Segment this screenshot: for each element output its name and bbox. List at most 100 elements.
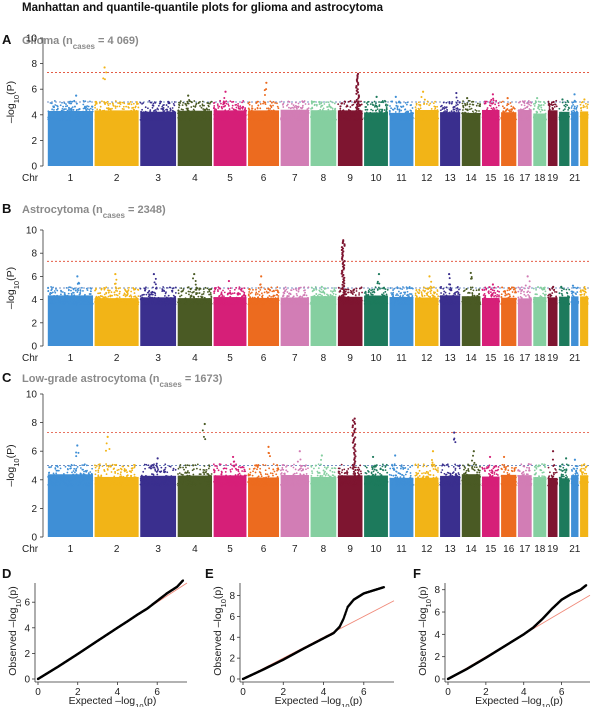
- snp-point: [170, 118, 172, 121]
- snp-point: [201, 100, 204, 103]
- snp-point: [586, 303, 589, 306]
- snp-point: [130, 103, 133, 106]
- manhattan-panel-A: A Glioma (ncases = 4 069)0246810–log10(P)…: [2, 32, 589, 184]
- snp-point: [315, 288, 318, 291]
- snp-point: [51, 474, 54, 477]
- snp-point: [94, 466, 97, 469]
- snp-point: [439, 286, 442, 289]
- snp-point: [415, 288, 418, 291]
- snp-point: [125, 112, 128, 114]
- snp-point: [56, 104, 58, 107]
- snp-point: [49, 297, 52, 299]
- snp-point: [373, 296, 376, 299]
- snp-point: [553, 119, 556, 121]
- snp-point: [164, 292, 167, 295]
- snp-point: [398, 100, 401, 103]
- snp-point: [141, 108, 143, 111]
- snp-point: [130, 290, 133, 293]
- snp-point: [421, 112, 424, 115]
- snp-point: [568, 115, 571, 118]
- snp-point: [456, 116, 459, 119]
- snp-point: [312, 116, 314, 119]
- snp-point: [539, 115, 542, 118]
- snp-point: [418, 103, 420, 106]
- snp-point: [495, 99, 498, 102]
- snp-point: [329, 100, 332, 103]
- snp-point: [523, 104, 526, 107]
- snp-point: [496, 295, 498, 298]
- snp-point: [356, 108, 359, 111]
- snp-point: [542, 292, 545, 295]
- snp-point: [184, 114, 186, 117]
- chromosome-20-band: [559, 111, 570, 166]
- snp-point: [567, 106, 570, 109]
- snp-point: [326, 106, 329, 108]
- snp-point: [118, 296, 121, 299]
- snp-point: [71, 302, 74, 304]
- snp-point: [253, 118, 255, 121]
- snp-point: [217, 113, 219, 116]
- snp-point: [430, 107, 433, 110]
- snp-point: [421, 300, 424, 303]
- snp-point: [437, 297, 439, 300]
- snp-point: [199, 301, 202, 304]
- snp-point: [164, 295, 166, 297]
- snp-point: [222, 300, 225, 303]
- snp-point: [422, 289, 425, 292]
- chromosome-label: 17: [519, 173, 531, 184]
- snp-point: [526, 102, 528, 105]
- snp-point: [243, 109, 246, 111]
- snp-point: [526, 105, 529, 108]
- snp-point: [230, 303, 232, 305]
- snp-point: [229, 100, 232, 103]
- snp-point: [238, 118, 241, 121]
- snp-point: [267, 288, 270, 291]
- snp-point: [420, 95, 423, 98]
- snp-point: [555, 300, 557, 303]
- snp-point: [272, 104, 274, 107]
- snp-point: [495, 301, 498, 304]
- snp-point: [177, 289, 180, 292]
- snp-point: [132, 119, 135, 121]
- snp-point: [517, 296, 520, 299]
- snp-point: [343, 300, 346, 303]
- snp-point: [332, 118, 335, 121]
- snp-point: [580, 115, 583, 118]
- snp-point: [102, 77, 105, 80]
- snp-point: [353, 288, 356, 291]
- snp-point: [274, 102, 277, 104]
- snp-point: [583, 294, 586, 296]
- snp-point: [297, 290, 300, 293]
- snp-point: [570, 107, 573, 109]
- snp-point: [483, 102, 486, 105]
- snp-point: [217, 290, 219, 293]
- panel-title: Astrocytoma (ncases = 2348): [22, 204, 166, 220]
- snp-point: [430, 303, 432, 306]
- snp-point: [132, 463, 135, 466]
- chromosome-label: 6: [261, 353, 267, 364]
- snp-point: [100, 288, 103, 291]
- snp-point: [82, 103, 85, 106]
- snp-point: [539, 110, 542, 113]
- snp-point: [47, 116, 50, 119]
- snp-point: [352, 303, 354, 305]
- snp-point: [72, 473, 75, 476]
- snp-point: [554, 103, 557, 106]
- y-tick-label: 4: [31, 475, 37, 486]
- snp-point: [194, 114, 197, 117]
- snp-point: [401, 295, 404, 298]
- snp-point: [474, 109, 477, 111]
- peak-point: [298, 286, 301, 290]
- snp-point: [163, 104, 165, 106]
- snp-point: [199, 105, 201, 107]
- snp-point: [475, 289, 478, 292]
- chromosome-22-points: [579, 98, 589, 166]
- snp-point: [253, 296, 256, 299]
- snp-point: [174, 303, 177, 305]
- panel-title: Glioma (ncases = 4 069): [22, 35, 139, 51]
- snp-point: [543, 101, 545, 103]
- snp-point: [376, 301, 379, 304]
- snp-point: [408, 114, 411, 117]
- y-tick-label: 10: [26, 226, 38, 237]
- snp-point: [561, 114, 564, 117]
